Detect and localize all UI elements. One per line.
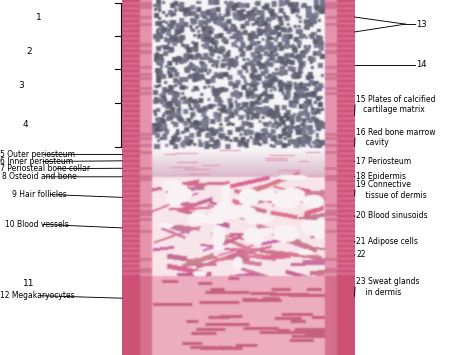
Text: 10 Blood vessels: 10 Blood vessels bbox=[5, 220, 69, 229]
Text: 11: 11 bbox=[23, 279, 34, 289]
Text: 5 Outer periosteum: 5 Outer periosteum bbox=[0, 150, 75, 159]
Text: 1: 1 bbox=[36, 12, 41, 22]
Text: 3: 3 bbox=[18, 81, 24, 90]
Text: 21 Adipose cells: 21 Adipose cells bbox=[356, 237, 419, 246]
Text: 23 Sweat glands
    in dermis: 23 Sweat glands in dermis bbox=[356, 277, 420, 296]
Text: 19 Connective
    tissue of dermis: 19 Connective tissue of dermis bbox=[356, 180, 427, 200]
Text: 13: 13 bbox=[416, 20, 427, 29]
Text: 4: 4 bbox=[23, 120, 28, 129]
Text: 12 Megakaryocytes: 12 Megakaryocytes bbox=[0, 291, 74, 300]
Text: 6 Inner periosteum: 6 Inner periosteum bbox=[0, 157, 73, 166]
Text: 7 Periosteal bone collar: 7 Periosteal bone collar bbox=[0, 164, 90, 173]
Text: 17 Periosteum: 17 Periosteum bbox=[356, 157, 411, 166]
Text: 20 Blood sinusoids: 20 Blood sinusoids bbox=[356, 211, 428, 220]
Text: 14: 14 bbox=[416, 60, 427, 70]
Text: 8 Osteoid and bone: 8 Osteoid and bone bbox=[2, 172, 77, 181]
Text: 2: 2 bbox=[26, 47, 32, 56]
Text: 15 Plates of calcified
   cartilage matrix: 15 Plates of calcified cartilage matrix bbox=[356, 95, 436, 114]
Text: 16 Red bone marrow
    cavity: 16 Red bone marrow cavity bbox=[356, 128, 436, 147]
Text: 18 Epidermis: 18 Epidermis bbox=[356, 172, 406, 181]
Text: 9 Hair follicles: 9 Hair follicles bbox=[12, 190, 67, 199]
Text: 22: 22 bbox=[356, 250, 366, 260]
